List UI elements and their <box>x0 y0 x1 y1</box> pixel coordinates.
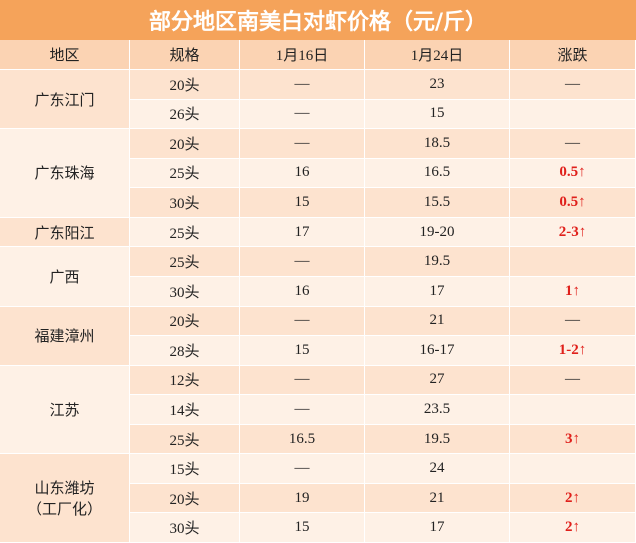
table-cell: 2↑ <box>510 513 636 543</box>
table-cell: 28头 <box>130 336 240 366</box>
region-cell: 广西 <box>0 247 130 307</box>
table-cell <box>510 99 636 130</box>
region-label: 广西 <box>49 269 80 286</box>
table-cell: — <box>510 129 636 159</box>
table-cell: 30头 <box>130 513 240 543</box>
table-cell: 20头 <box>130 306 240 337</box>
table-cell: 1↑ <box>510 276 636 307</box>
table-cell: 16 <box>240 158 365 189</box>
table-cell: — <box>240 70 365 100</box>
table-cell: 23.5 <box>365 395 510 425</box>
table-cell: 20头 <box>130 483 240 514</box>
table-cell: 25头 <box>130 424 240 455</box>
table-cell: — <box>510 70 636 100</box>
table-cell <box>510 454 636 484</box>
table-cell: — <box>240 99 365 130</box>
table-cell: 20头 <box>130 129 240 159</box>
table-cell: 17 <box>240 217 365 248</box>
table-cell: 15 <box>240 513 365 543</box>
table-cell: 16-17 <box>365 336 510 366</box>
header-cell: 1月16日 <box>240 40 365 70</box>
table-cell <box>510 395 636 425</box>
table-cell: — <box>510 365 636 396</box>
table-cell: 0.5↑ <box>510 188 636 218</box>
table-title: 部分地区南美白对虾价格（元/斤） <box>0 0 636 40</box>
region-label: 广东阳江 <box>34 225 95 242</box>
table-cell: 19 <box>240 483 365 514</box>
table-cell: 1-2↑ <box>510 336 636 366</box>
table-cell: 19.5 <box>365 247 510 277</box>
region-label: 山东潍坊 <box>34 481 95 498</box>
table-cell: 25头 <box>130 158 240 189</box>
region-cell: 广东珠海 <box>0 129 130 218</box>
table-cell: 0.5↑ <box>510 158 636 189</box>
header-cell: 1月24日 <box>365 40 510 70</box>
table-cell: 12头 <box>130 365 240 396</box>
table-cell: 16 <box>240 276 365 307</box>
table-cell: 16.5 <box>240 424 365 455</box>
table-cell: 23 <box>365 70 510 100</box>
table-cell: — <box>240 454 365 484</box>
region-cell: 山东潍坊 （工厂化） <box>0 454 130 543</box>
table-cell: 30头 <box>130 188 240 218</box>
region-cell: 江苏 <box>0 365 130 455</box>
table-cell: 15头 <box>130 454 240 484</box>
table-cell: — <box>240 365 365 396</box>
table-cell: — <box>240 306 365 337</box>
table-cell: 15 <box>240 188 365 218</box>
table-cell: 20头 <box>130 70 240 100</box>
region-cell: 福建漳州 <box>0 306 130 366</box>
table-cell: 21 <box>365 483 510 514</box>
table-cell: 17 <box>365 276 510 307</box>
table-cell: 26头 <box>130 99 240 130</box>
region-label: 福建漳州 <box>34 329 95 346</box>
table-cell: 15.5 <box>365 188 510 218</box>
table-cell <box>510 247 636 277</box>
table-cell: 15 <box>365 99 510 130</box>
table-cell: 2-3↑ <box>510 217 636 248</box>
table-cell: 18.5 <box>365 129 510 159</box>
table-cell: 25头 <box>130 247 240 277</box>
table-cell: 15 <box>240 336 365 366</box>
header-cell: 地区 <box>0 40 130 70</box>
table-cell: 14头 <box>130 395 240 425</box>
region-label: 广东珠海 <box>34 166 95 183</box>
table-cell: 25头 <box>130 217 240 248</box>
table-cell: 19-20 <box>365 217 510 248</box>
region-cell: 广东江门 <box>0 70 130 130</box>
table-cell: 16.5 <box>365 158 510 189</box>
region-label: 江苏 <box>49 402 80 419</box>
table-cell: — <box>240 395 365 425</box>
table-cell: 2↑ <box>510 483 636 514</box>
table-cell: 17 <box>365 513 510 543</box>
region-label: 广东江门 <box>34 92 95 109</box>
table-cell: 27 <box>365 365 510 396</box>
table-cell: 21 <box>365 306 510 337</box>
table-cell: 30头 <box>130 276 240 307</box>
header-cell: 规格 <box>130 40 240 70</box>
table-cell: — <box>510 306 636 337</box>
region-label: （工厂化） <box>26 502 102 519</box>
region-cell: 广东阳江 <box>0 217 130 248</box>
table-cell: 24 <box>365 454 510 484</box>
header-cell: 涨跌 <box>510 40 636 70</box>
table-cell: 3↑ <box>510 424 636 455</box>
table-cell: — <box>240 247 365 277</box>
table-cell: 19.5 <box>365 424 510 455</box>
table-cell: — <box>240 129 365 159</box>
